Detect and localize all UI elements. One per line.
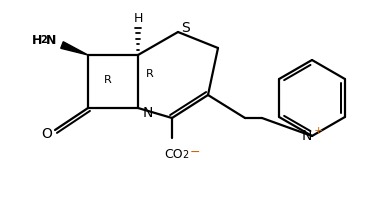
- Text: −: −: [190, 145, 201, 158]
- Text: N: N: [143, 106, 153, 120]
- Text: CO: CO: [164, 149, 183, 162]
- Text: H: H: [32, 33, 43, 46]
- Text: R: R: [146, 69, 154, 79]
- Text: R: R: [104, 75, 112, 85]
- Text: 2: 2: [182, 150, 188, 160]
- Text: N: N: [302, 129, 312, 143]
- Text: +: +: [313, 126, 323, 136]
- Text: H: H: [133, 11, 143, 24]
- Text: S: S: [182, 21, 190, 35]
- Text: O: O: [41, 127, 53, 141]
- Polygon shape: [61, 42, 88, 55]
- Text: 2: 2: [40, 35, 47, 45]
- Text: N: N: [46, 33, 56, 46]
